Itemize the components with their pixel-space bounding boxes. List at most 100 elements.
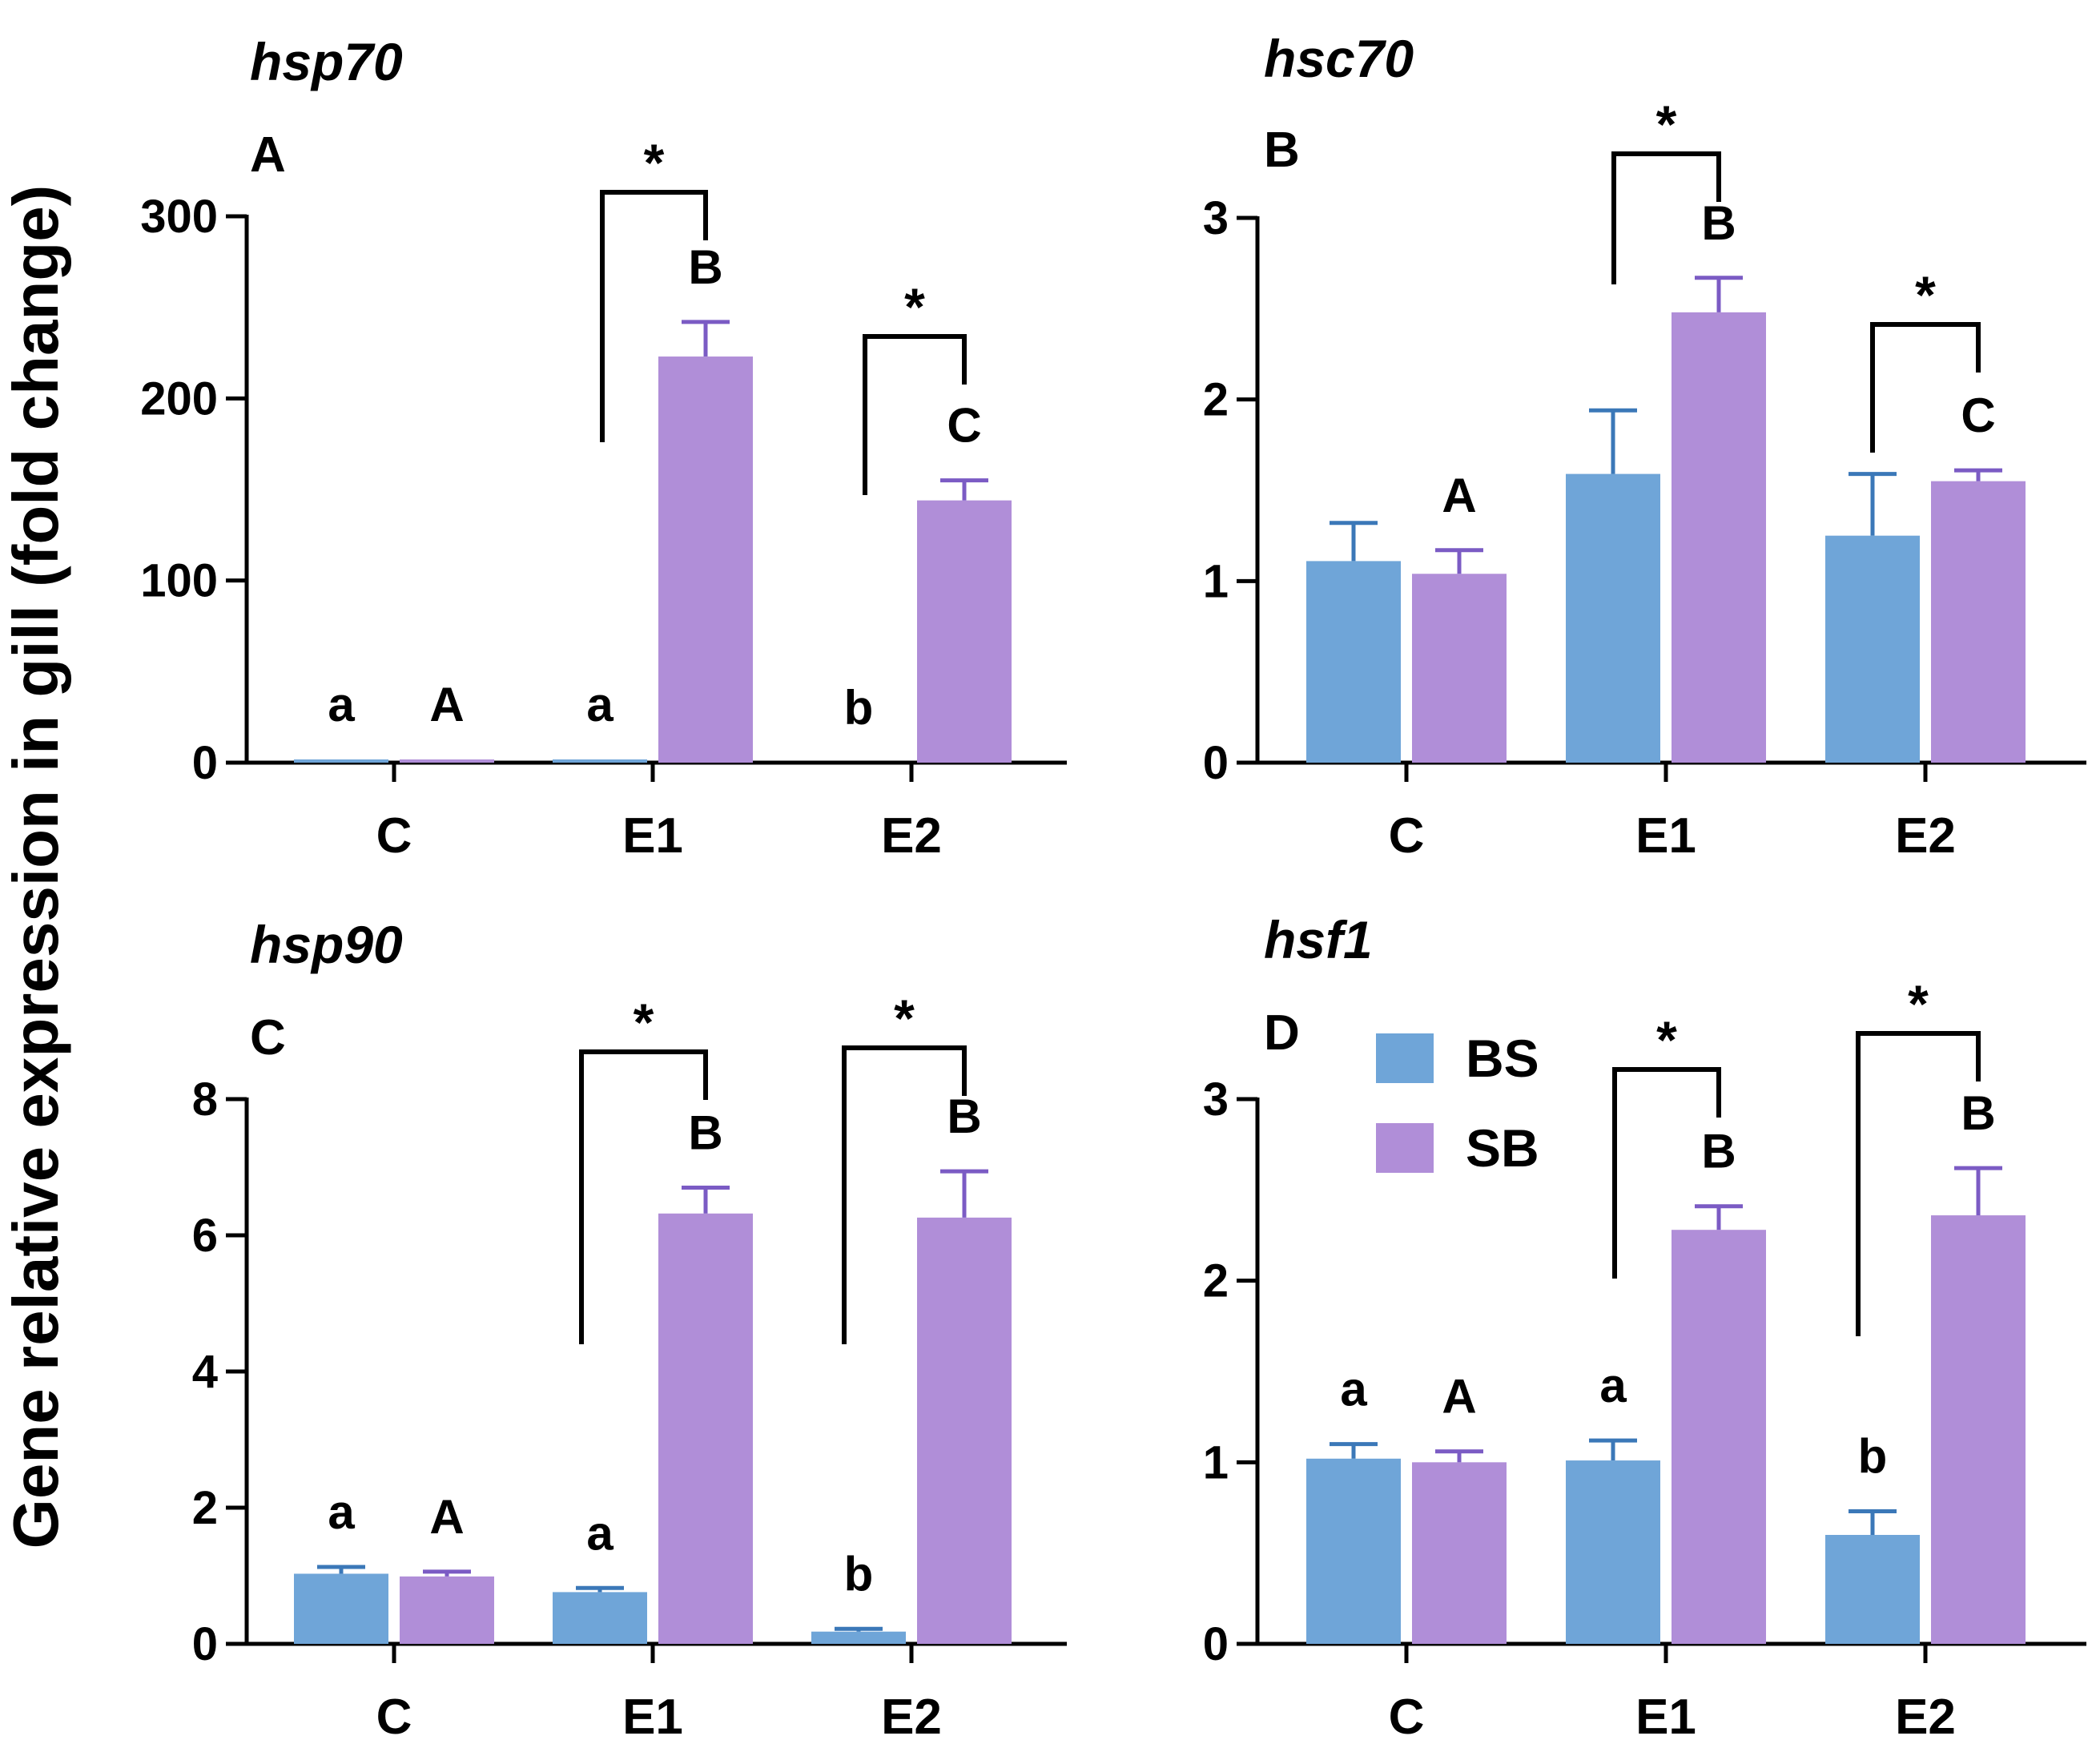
significance-bracket [842, 1045, 967, 1344]
significance-mark: * [1656, 95, 1677, 154]
x-tick-label: E1 [1635, 1690, 1696, 1744]
legend-swatch-sb [1376, 1123, 1434, 1173]
group-label: B [1701, 1125, 1736, 1178]
significance-bracket [1612, 1067, 1721, 1279]
y-tick-label: 200 [140, 373, 218, 425]
significance-mark: * [1915, 265, 1936, 324]
panel-letter: B [1264, 123, 1300, 178]
group-label: a [586, 1506, 614, 1560]
panel-letter: D [1264, 1005, 1300, 1061]
legend-label: BS [1466, 1029, 1539, 1088]
y-axis-label: Gene relative expression in gill (fold c… [0, 185, 71, 1549]
bar-sb-e1 [1672, 312, 1766, 763]
significance-mark: * [894, 989, 915, 1048]
panel-letter: A [250, 127, 286, 183]
group-label: b [844, 681, 874, 735]
group-label: B [688, 240, 722, 294]
bar-sb-c [1412, 574, 1507, 763]
group-label: A [429, 678, 464, 731]
group-label: a [586, 678, 614, 731]
group-label: B [1701, 196, 1736, 250]
y-tick-label: 1 [1203, 555, 1229, 607]
significance-mark: * [1656, 1010, 1677, 1069]
bar-bs-e1 [1566, 1460, 1660, 1644]
y-tick-label: 2 [1203, 1255, 1229, 1307]
group-label: A [1442, 1370, 1476, 1424]
significance-bracket [600, 190, 708, 442]
significance-mark: * [1908, 974, 1929, 1033]
panel-title: hsc70 [1264, 29, 1414, 88]
x-tick-label: E1 [1635, 808, 1696, 864]
legend: BS SB [1376, 1029, 1539, 1178]
x-tick-label: E1 [622, 1690, 683, 1744]
panel-title: hsp90 [250, 915, 403, 974]
chart-panel-b: hsc70 B 0 1 2 3 C E1 E2 A B C * * [1203, 29, 2086, 864]
y-tick-label: 300 [140, 191, 218, 243]
bar-bs-c [1306, 1458, 1401, 1644]
y-tick-label: 6 [192, 1210, 218, 1262]
bar-sb-e1 [1672, 1230, 1766, 1644]
significance-mark: * [904, 277, 925, 336]
bar-sb-e2 [917, 1217, 1012, 1644]
group-label: A [429, 1490, 464, 1544]
bar-bs-e2 [1825, 535, 1920, 763]
y-tick-label: 0 [1203, 1618, 1229, 1670]
chart-panel-a: hsp70 A 0 100 200 300 C E1 E2 a a b A B C * * [140, 32, 1067, 864]
group-label: b [1858, 1430, 1888, 1484]
bar-bs-e1 [1566, 473, 1660, 763]
y-tick-label: 8 [192, 1073, 218, 1126]
bar-bs-c [1306, 561, 1401, 763]
legend-swatch-bs [1376, 1033, 1434, 1083]
group-label: B [688, 1106, 722, 1160]
significance-bracket [1611, 151, 1721, 284]
bar-sb-c [400, 759, 494, 763]
bar-bs-e1 [553, 759, 647, 763]
y-tick-label: 2 [1203, 374, 1229, 426]
bar-sb-e1 [658, 356, 753, 763]
significance-bracket [1856, 1031, 1981, 1336]
bar-sb-e1 [658, 1213, 753, 1644]
x-tick-label: C [376, 1690, 412, 1744]
bar-sb-e2 [1931, 481, 2026, 763]
group-label: a [1340, 1363, 1367, 1416]
bar-bs-e2 [1825, 1535, 1920, 1644]
y-tick-label: 0 [1203, 737, 1229, 789]
panel-title: hsf1 [1264, 910, 1373, 969]
chart-panel-d: hsf1 D 0 1 2 3 C E1 E2 a a b A B B * * [1203, 910, 2086, 1744]
x-tick-label: E2 [881, 808, 942, 864]
significance-bracket [579, 1049, 708, 1344]
bar-sb-e2 [917, 500, 1012, 763]
group-label: b [844, 1547, 874, 1601]
bar-sb-e2 [1931, 1215, 2026, 1644]
y-tick-label: 100 [140, 555, 218, 607]
y-tick-label: 4 [192, 1346, 218, 1398]
group-label: C [1961, 389, 1995, 442]
x-tick-label: E1 [622, 808, 683, 864]
group-label: C [947, 399, 981, 453]
group-label: B [1961, 1086, 1995, 1140]
legend-label: SB [1466, 1118, 1539, 1178]
bar-bs-e1 [553, 1592, 647, 1644]
x-tick-label: E2 [1895, 808, 1956, 864]
group-label: A [1442, 469, 1476, 522]
significance-bracket [863, 334, 967, 495]
panel-letter: C [250, 1010, 286, 1065]
y-tick-label: 2 [192, 1482, 218, 1534]
panel-title: hsp70 [250, 32, 403, 91]
group-label: a [1599, 1359, 1627, 1412]
significance-mark: * [644, 133, 665, 192]
y-tick-label: 1 [1203, 1436, 1229, 1488]
y-tick-label: 3 [1203, 1073, 1229, 1126]
bar-bs-c [294, 1573, 388, 1644]
significance-mark: * [634, 993, 654, 1052]
significance-bracket [1870, 322, 1981, 453]
bar-sb-c [1412, 1462, 1507, 1644]
y-tick-label: 0 [192, 737, 218, 789]
y-tick-label: 0 [192, 1618, 218, 1670]
x-tick-label: C [1389, 1690, 1425, 1744]
x-tick-label: E2 [881, 1690, 942, 1744]
bar-sb-c [400, 1576, 494, 1644]
x-tick-label: E2 [1895, 1690, 1956, 1744]
